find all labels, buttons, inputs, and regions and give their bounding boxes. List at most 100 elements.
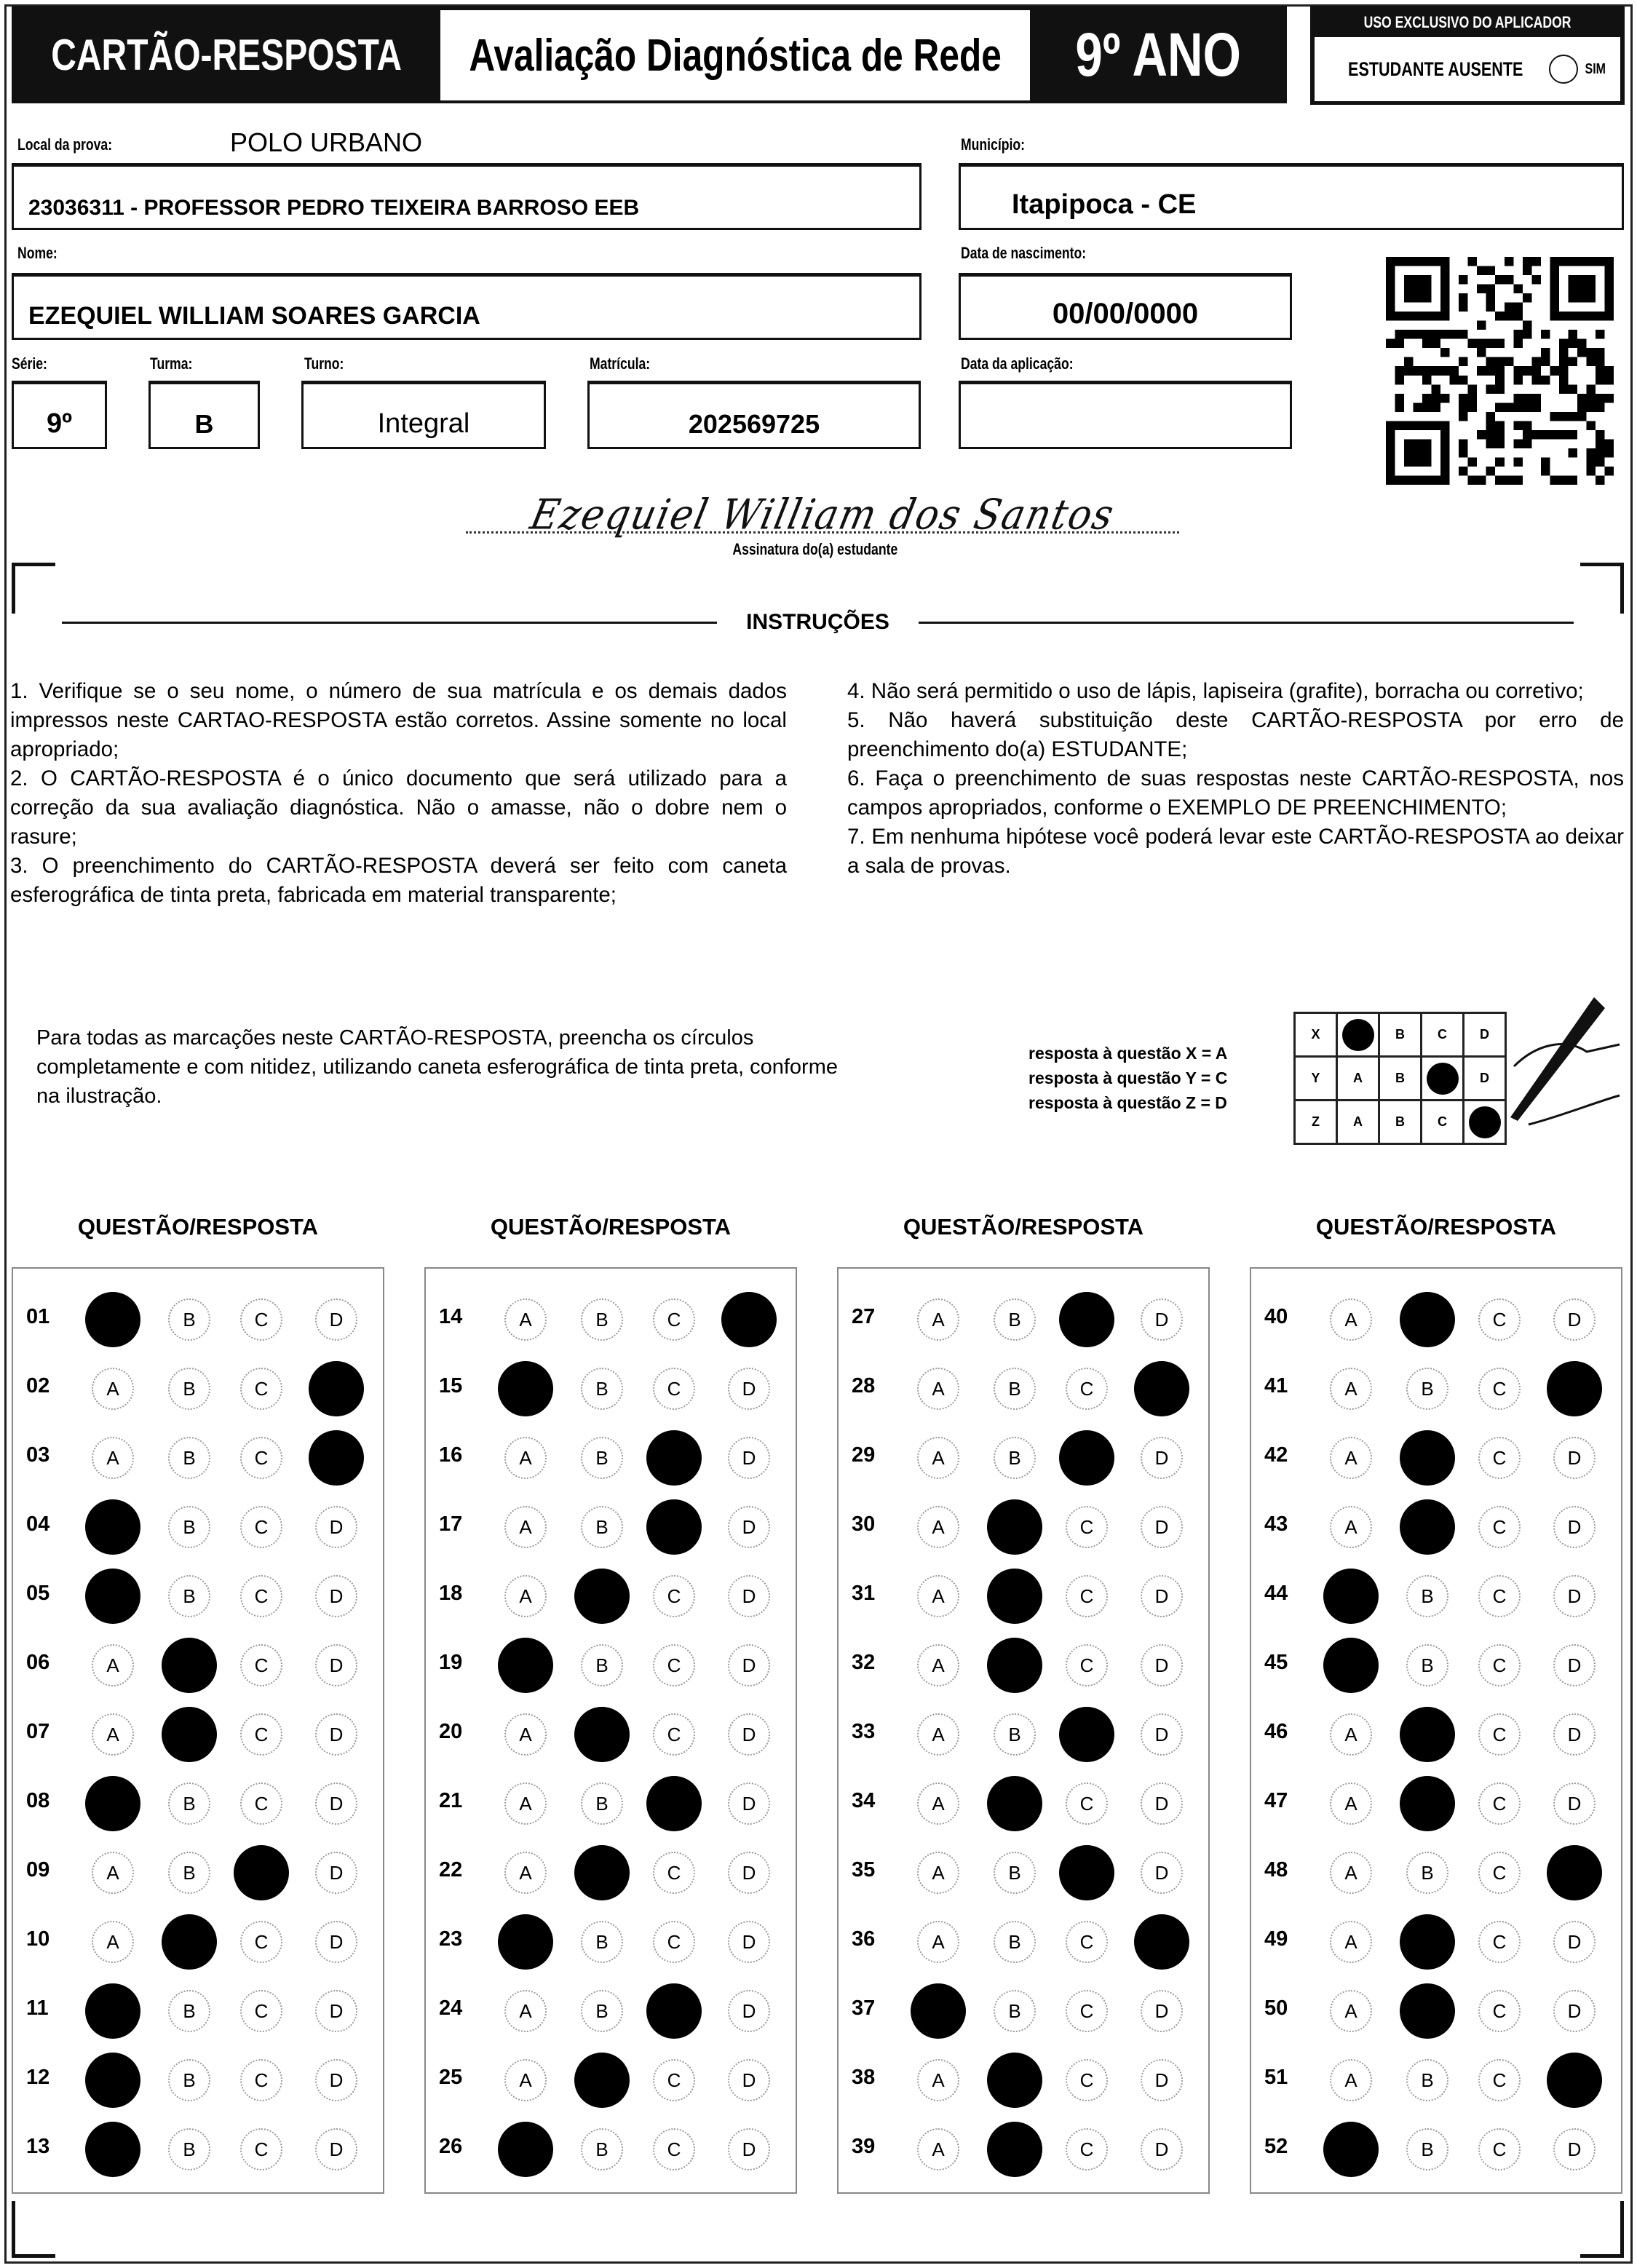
option-bubble[interactable]: C <box>1478 1921 1521 1963</box>
filled-bubble[interactable] <box>498 2122 553 2177</box>
option-bubble[interactable]: A <box>917 1644 959 1686</box>
filled-bubble[interactable] <box>987 1499 1042 1555</box>
option-bubble[interactable]: B <box>168 2128 210 2170</box>
filled-bubble[interactable] <box>1547 2053 1602 2108</box>
filled-bubble[interactable] <box>85 1499 140 1555</box>
option-bubble[interactable]: D <box>728 1644 770 1686</box>
option-bubble[interactable]: D <box>1553 1990 1596 2032</box>
option-bubble[interactable]: C <box>240 1506 282 1548</box>
option-bubble[interactable]: C <box>240 1921 282 1963</box>
option-bubble[interactable]: D <box>728 2059 770 2101</box>
filled-bubble[interactable] <box>987 1569 1042 1624</box>
filled-bubble[interactable] <box>646 1776 702 1831</box>
option-bubble[interactable]: B <box>581 2128 623 2170</box>
filled-bubble[interactable] <box>574 2053 630 2108</box>
filled-bubble[interactable] <box>498 1638 553 1693</box>
option-bubble[interactable]: D <box>1553 1713 1596 1756</box>
option-bubble[interactable]: A <box>504 1437 547 1479</box>
filled-bubble[interactable] <box>721 1292 777 1347</box>
option-bubble[interactable]: D <box>1141 1852 1183 1894</box>
filled-bubble[interactable] <box>574 1845 630 1900</box>
option-bubble[interactable]: B <box>168 1990 210 2032</box>
option-bubble[interactable]: D <box>728 1783 770 1825</box>
option-bubble[interactable]: A <box>1330 1990 1372 2032</box>
option-bubble[interactable]: A <box>504 2059 547 2101</box>
option-bubble[interactable]: D <box>728 1990 770 2032</box>
option-bubble[interactable]: D <box>315 1713 357 1756</box>
option-bubble[interactable]: B <box>581 1921 623 1963</box>
option-bubble[interactable]: C <box>653 1368 695 1410</box>
option-bubble[interactable]: B <box>581 1506 623 1548</box>
option-bubble[interactable]: C <box>653 1852 695 1894</box>
option-bubble[interactable]: D <box>1141 1990 1183 2032</box>
filled-bubble[interactable] <box>162 1914 217 1970</box>
option-bubble[interactable]: A <box>917 2128 959 2170</box>
option-bubble[interactable]: B <box>994 1298 1036 1341</box>
filled-bubble[interactable] <box>1400 1983 1455 2039</box>
option-bubble[interactable]: C <box>653 1713 695 1756</box>
option-bubble[interactable]: B <box>1406 2059 1448 2101</box>
option-bubble[interactable]: B <box>994 1368 1036 1410</box>
filled-bubble[interactable] <box>646 1430 702 1486</box>
option-bubble[interactable]: C <box>1066 1575 1108 1617</box>
option-bubble[interactable]: C <box>240 1575 282 1617</box>
option-bubble[interactable]: B <box>581 1437 623 1479</box>
filled-bubble[interactable] <box>85 2053 140 2108</box>
option-bubble[interactable]: A <box>92 1921 134 1963</box>
option-bubble[interactable]: C <box>1478 1644 1521 1686</box>
option-bubble[interactable]: D <box>1141 2128 1183 2170</box>
filled-bubble[interactable] <box>1400 1914 1455 1970</box>
option-bubble[interactable]: C <box>1478 2059 1521 2101</box>
option-bubble[interactable]: A <box>504 1506 547 1548</box>
filled-bubble[interactable] <box>1400 1707 1455 1762</box>
filled-bubble[interactable] <box>987 2053 1042 2108</box>
option-bubble[interactable]: C <box>1478 1783 1521 1825</box>
option-bubble[interactable]: C <box>653 1644 695 1686</box>
option-bubble[interactable]: D <box>315 2128 357 2170</box>
option-bubble[interactable]: A <box>1330 1852 1372 1894</box>
option-bubble[interactable]: D <box>728 1921 770 1963</box>
filled-bubble[interactable] <box>85 1983 140 2039</box>
option-bubble[interactable]: A <box>92 1852 134 1894</box>
option-bubble[interactable]: C <box>240 1644 282 1686</box>
option-bubble[interactable]: C <box>240 2059 282 2101</box>
filled-bubble[interactable] <box>646 1499 702 1555</box>
option-bubble[interactable]: D <box>728 1368 770 1410</box>
option-bubble[interactable]: A <box>1330 1298 1372 1341</box>
option-bubble[interactable]: B <box>581 1644 623 1686</box>
option-bubble[interactable]: C <box>1066 2128 1108 2170</box>
option-bubble[interactable]: A <box>917 1506 959 1548</box>
option-bubble[interactable]: D <box>1553 1783 1596 1825</box>
option-bubble[interactable]: D <box>1553 1644 1596 1686</box>
option-bubble[interactable]: D <box>728 1852 770 1894</box>
option-bubble[interactable]: C <box>1478 1713 1521 1756</box>
option-bubble[interactable]: C <box>1066 1368 1108 1410</box>
filled-bubble[interactable] <box>85 2122 140 2177</box>
option-bubble[interactable]: A <box>917 1437 959 1479</box>
option-bubble[interactable]: C <box>240 1990 282 2032</box>
option-bubble[interactable]: D <box>1553 1298 1596 1341</box>
option-bubble[interactable]: D <box>1553 1921 1596 1963</box>
filled-bubble[interactable] <box>911 1983 966 2039</box>
option-bubble[interactable]: C <box>653 2128 695 2170</box>
option-bubble[interactable]: A <box>917 1921 959 1963</box>
option-bubble[interactable]: A <box>1330 1921 1372 1963</box>
filled-bubble[interactable] <box>1323 1638 1379 1693</box>
option-bubble[interactable]: A <box>917 1575 959 1617</box>
option-bubble[interactable]: A <box>1330 1783 1372 1825</box>
option-bubble[interactable]: A <box>504 1713 547 1756</box>
option-bubble[interactable]: A <box>917 1783 959 1825</box>
filled-bubble[interactable] <box>309 1361 364 1416</box>
option-bubble[interactable]: A <box>917 1852 959 1894</box>
filled-bubble[interactable] <box>1400 1430 1455 1486</box>
option-bubble[interactable]: B <box>168 1368 210 1410</box>
option-bubble[interactable]: B <box>581 1990 623 2032</box>
filled-bubble[interactable] <box>498 1361 553 1416</box>
filled-bubble[interactable] <box>1059 1292 1114 1347</box>
option-bubble[interactable]: D <box>728 1437 770 1479</box>
option-bubble[interactable]: D <box>315 1852 357 1894</box>
option-bubble[interactable]: C <box>1066 1783 1108 1825</box>
option-bubble[interactable]: C <box>240 1368 282 1410</box>
option-bubble[interactable]: D <box>728 1506 770 1548</box>
filled-bubble[interactable] <box>1400 1499 1455 1555</box>
